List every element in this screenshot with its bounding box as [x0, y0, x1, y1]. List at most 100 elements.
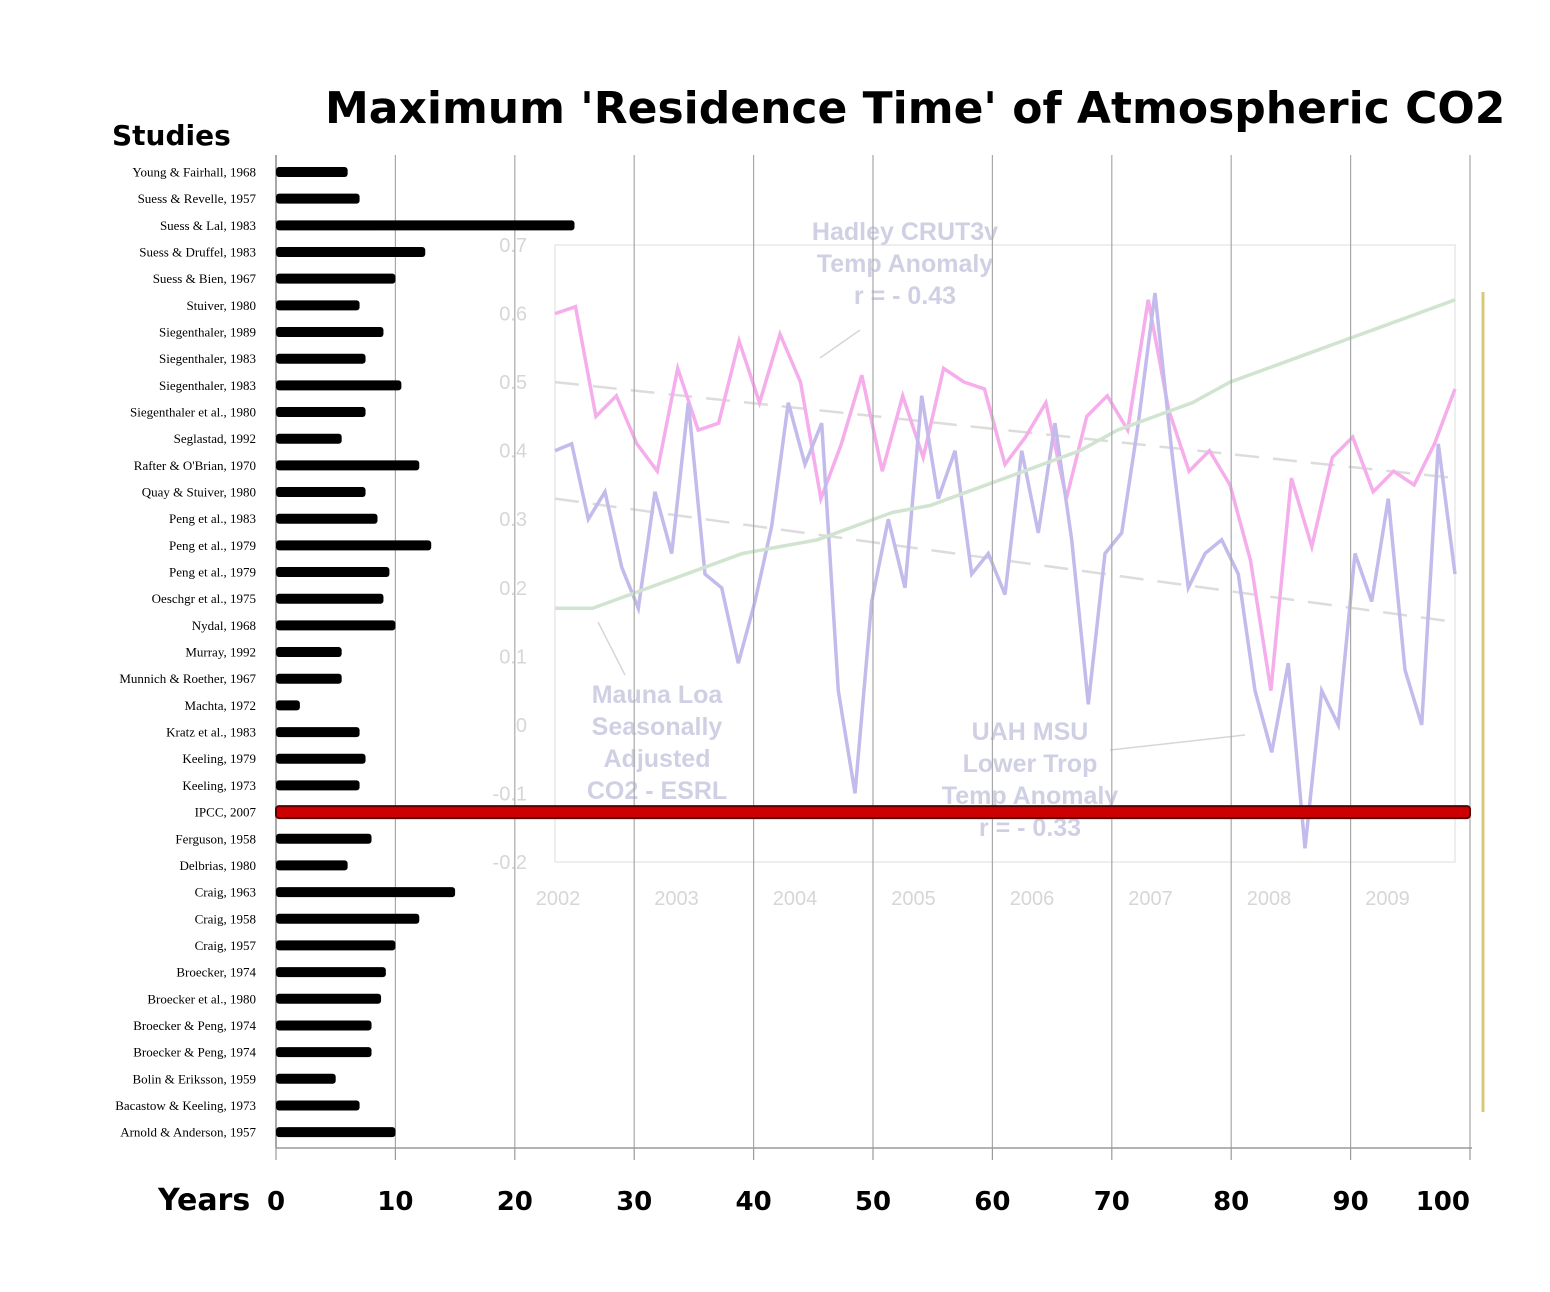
category-label: Ferguson, 1958 — [175, 831, 256, 846]
x-tick-label: 0 — [267, 1187, 285, 1217]
overlay-x-tick-label: 2002 — [536, 888, 581, 910]
overlay-x-tick-label: 2003 — [654, 888, 699, 910]
bar — [276, 327, 384, 338]
category-label: Murray, 1992 — [185, 645, 256, 660]
bar — [276, 647, 342, 658]
bar — [276, 540, 432, 551]
bar — [276, 620, 396, 631]
bar — [276, 700, 300, 711]
category-label: Bolin & Eriksson, 1959 — [132, 1071, 256, 1086]
category-label: Suess & Bien, 1967 — [153, 271, 257, 286]
x-tick-label: 10 — [377, 1187, 413, 1217]
bar — [276, 593, 384, 604]
category-label: Bacastow & Keeling, 1973 — [115, 1098, 256, 1113]
bar — [276, 353, 366, 364]
overlay-annotation-text: Lower Trop — [963, 750, 1098, 778]
overlay-y-tick-label: -0.1 — [493, 783, 527, 805]
category-label: Keeling, 1973 — [182, 778, 256, 793]
overlay-series-line — [554, 292, 1457, 849]
overlay-annotation-text: Adjusted — [604, 745, 711, 773]
category-label: Stuiver, 1980 — [186, 298, 256, 313]
overlay-annotation-text: Mauna Loa — [592, 681, 724, 709]
bar — [276, 380, 402, 391]
category-label: Craig, 1963 — [195, 885, 256, 900]
bar — [276, 673, 342, 684]
bar — [276, 273, 396, 284]
overlay-x-tick-label: 2004 — [773, 888, 818, 910]
category-label: Siegenthaler, 1989 — [159, 325, 256, 340]
bar — [276, 780, 360, 791]
x-tick-label: 40 — [736, 1187, 772, 1217]
category-label: IPCC, 2007 — [195, 805, 257, 820]
bar — [276, 193, 360, 204]
x-tick-label: 20 — [497, 1187, 533, 1217]
x-tick-label: 30 — [616, 1187, 652, 1217]
bar — [276, 1073, 336, 1084]
overlay-y-tick-label: -0.2 — [493, 852, 527, 874]
category-label: Arnold & Anderson, 1957 — [120, 1125, 256, 1140]
overlay-y-tick-label: 0 — [516, 715, 527, 737]
bar — [276, 1020, 372, 1031]
background-overlay-chart: 0.7 0.6 0.5 0.4 0.3 0.2 0.1 0 -0.1 -0.2 2002 2003 20… — [493, 218, 1457, 910]
x-tick-label: 60 — [974, 1187, 1010, 1217]
category-labels: Young & Fairhall, 1968 Suess & Revelle, 1… — [115, 165, 256, 1140]
bar — [276, 860, 348, 871]
overlay-y-tick-label: 0.2 — [499, 578, 527, 600]
bar — [276, 167, 348, 177]
category-label: Siegenthaler et al., 1980 — [130, 405, 256, 420]
overlay-pointer-line — [1109, 734, 1246, 751]
bar — [276, 727, 360, 738]
overlay-x-tick-label: 2008 — [1247, 888, 1292, 910]
category-label: Suess & Revelle, 1957 — [138, 191, 257, 206]
category-label: Siegenthaler, 1983 — [159, 351, 256, 366]
bars-group — [275, 167, 1471, 1138]
category-label: Siegenthaler, 1983 — [159, 378, 256, 393]
overlay-annotation-text: Hadley CRUT3v — [812, 218, 998, 246]
bar — [276, 300, 360, 311]
bar — [276, 513, 378, 524]
bar — [276, 887, 456, 898]
category-label: Peng et al., 1979 — [169, 565, 256, 580]
bar — [276, 487, 366, 498]
category-label: Broecker, 1974 — [176, 965, 256, 980]
x-tick-label: 70 — [1094, 1187, 1130, 1217]
overlay-y-tick-label: 0.7 — [499, 235, 527, 257]
bar — [276, 833, 372, 844]
bar — [276, 1047, 372, 1058]
category-label: Broecker & Peng, 1974 — [133, 1018, 256, 1033]
highlight-bar — [275, 805, 1471, 820]
overlay-annotation-text: CO2 - ESRL — [587, 777, 727, 805]
overlay-series-line — [555, 298, 1456, 611]
category-label: Suess & Druffel, 1983 — [139, 245, 256, 260]
x-tick-label: 100 — [1416, 1187, 1470, 1217]
overlay-annotation-text: r = - 0.43 — [854, 282, 956, 310]
bar — [276, 247, 426, 258]
x-tick-label: 90 — [1333, 1187, 1369, 1217]
category-label: Oeschgr et al., 1975 — [152, 591, 256, 606]
category-label: Kratz et al., 1983 — [166, 725, 256, 740]
bar — [276, 220, 575, 231]
overlay-x-tick-label: 2005 — [891, 888, 936, 910]
category-label: Delbrias, 1980 — [179, 858, 256, 873]
x-axis-label: Years — [157, 1183, 250, 1218]
bar — [276, 460, 420, 471]
category-label: Nydal, 1968 — [192, 618, 256, 633]
overlay-annotation-text: Seasonally — [592, 713, 723, 741]
bar — [276, 1100, 360, 1111]
category-axis-label: Studies — [112, 119, 231, 152]
bar — [276, 567, 390, 578]
overlay-frame — [554, 244, 1456, 863]
chart-title: Maximum 'Residence Time' of Atmospheric … — [325, 83, 1505, 134]
category-label: Broecker & Peng, 1974 — [133, 1045, 256, 1060]
bar — [276, 1127, 396, 1138]
category-label: Broecker et al., 1980 — [147, 991, 256, 1006]
overlay-y-tick-label: 0.5 — [499, 372, 527, 394]
x-tick-label: 80 — [1213, 1187, 1249, 1217]
overlay-y-tick-label: 0.1 — [499, 646, 527, 668]
category-label: Keeling, 1979 — [182, 751, 256, 766]
category-label: Seglastad, 1992 — [174, 431, 256, 446]
bar — [276, 753, 366, 764]
category-label: Peng et al., 1979 — [169, 538, 256, 553]
overlay-y-tick-label: 0.6 — [499, 304, 527, 326]
overlay-x-tick-label: 2007 — [1128, 888, 1173, 910]
